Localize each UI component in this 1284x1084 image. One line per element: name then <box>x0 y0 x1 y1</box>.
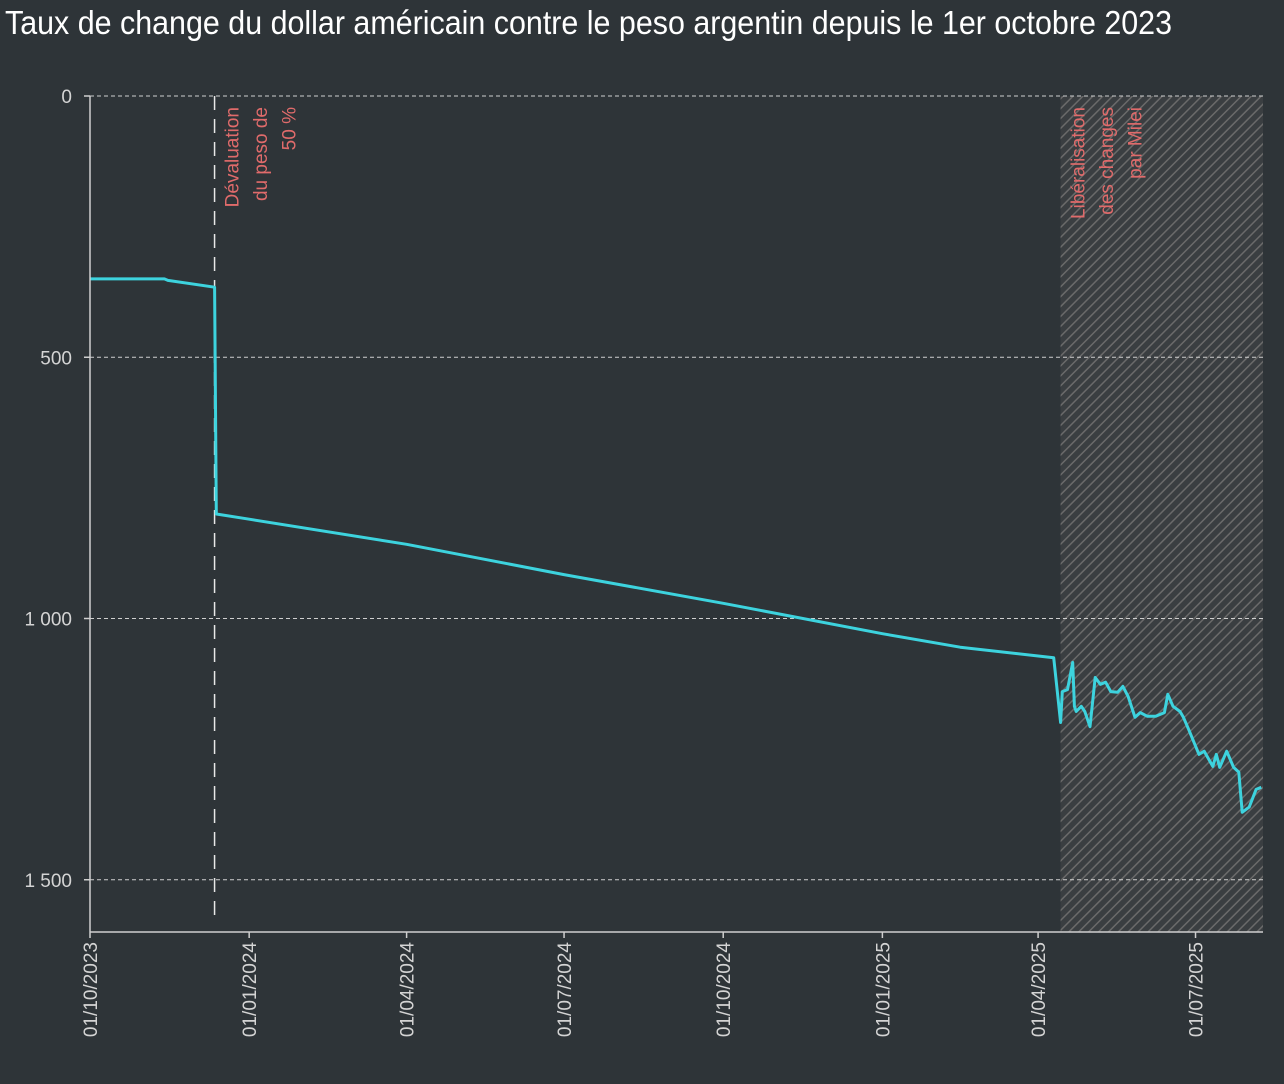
y-tick-label: 0 <box>61 87 72 108</box>
x-tick-label: 01/01/2024 <box>240 942 261 1038</box>
annotation-label: du peso de <box>251 107 272 201</box>
annotation-label: 50 % <box>280 107 301 150</box>
series-line-usd-ars <box>90 277 1262 814</box>
annotation-label: par Milei <box>1126 107 1147 179</box>
y-tick-label: 500 <box>40 348 72 369</box>
liberalisation-shaded-region <box>1060 96 1263 932</box>
x-tick-label: 01/10/2023 <box>81 942 102 1037</box>
y-tick-label: 1 000 <box>24 610 72 631</box>
x-tick-label: 01/07/2024 <box>555 942 576 1038</box>
x-tick-label: 01/04/2025 <box>1029 942 1050 1037</box>
annotation-label: Dévaluation <box>223 107 244 207</box>
x-tick-label: 01/04/2024 <box>398 942 419 1038</box>
annotation-label: des changes <box>1097 107 1118 215</box>
x-tick-label: 01/10/2024 <box>714 942 735 1038</box>
x-tick-label: 01/07/2025 <box>1187 942 1208 1037</box>
annotation-label: Libéralisation <box>1069 107 1090 219</box>
y-tick-label: 1 500 <box>24 871 72 892</box>
x-tick-label: 01/01/2025 <box>873 942 894 1037</box>
chart-title: Taux de change du dollar américain contr… <box>5 4 1172 41</box>
